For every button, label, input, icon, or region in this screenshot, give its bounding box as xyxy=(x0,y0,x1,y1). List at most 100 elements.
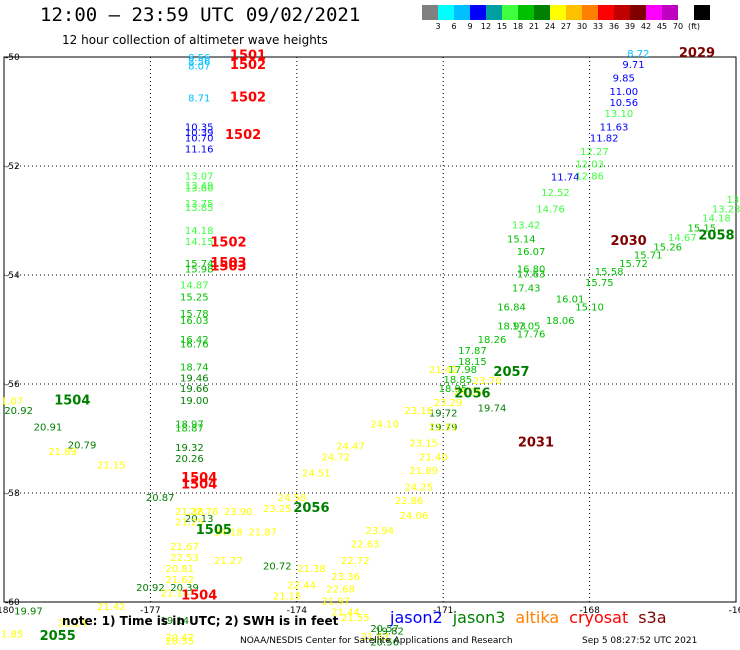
swh-value: 15.15 xyxy=(688,223,717,234)
swh-value: 11.82 xyxy=(590,133,619,144)
swh-value: 19.00 xyxy=(180,396,209,407)
swh-value: 21.42 xyxy=(97,602,126,613)
pass-label: 1505 xyxy=(196,523,232,538)
swh-value: 23.36 xyxy=(331,572,360,583)
swh-value: 16.03 xyxy=(180,316,209,327)
footer-note: note: 1) Time is in UTC; 2) SWH is in fe… xyxy=(62,614,339,628)
swh-value: 21.85 xyxy=(0,629,23,640)
swh-value: 12.27 xyxy=(580,147,609,158)
scale-label: 3 xyxy=(435,22,441,31)
swh-value: 21.07 xyxy=(0,397,23,408)
swh-value: 16.01 xyxy=(556,294,585,305)
satellite-legend-item: jason3 xyxy=(452,608,506,627)
color-swatch xyxy=(694,5,710,20)
swh-value: 18.87 xyxy=(175,423,204,434)
swh-value: 11.63 xyxy=(600,123,629,134)
swh-value: 15.25 xyxy=(180,293,209,304)
swh-value: 10.35 xyxy=(185,123,214,134)
satellite-legend-item: altika xyxy=(515,608,560,627)
swh-value: 21.40 xyxy=(419,452,448,463)
swh-value: 24.58 xyxy=(278,493,307,504)
swh-value: 14.67 xyxy=(668,233,697,244)
x-tick-label: -180 xyxy=(0,606,14,616)
swh-value: 8.56 xyxy=(188,57,210,68)
swh-value: 22.53 xyxy=(170,553,199,564)
swh-value: 20.92 xyxy=(136,583,165,594)
color-scale-labels: 3 6 9 12 15 18 21 24 27 30 33 36 39 42 45 70 (ft) xyxy=(422,22,702,31)
swh-value: 12.86 xyxy=(575,172,604,183)
swh-value: 11.00 xyxy=(609,87,638,98)
pass-label: 2031 xyxy=(518,436,554,451)
swh-value: 13.10 xyxy=(605,109,634,120)
swh-value: 19.66 xyxy=(180,384,209,395)
color-swatch xyxy=(422,5,438,20)
swh-value: 21.63 xyxy=(361,632,390,643)
grid-lines xyxy=(4,57,736,602)
x-tick-label: -171 xyxy=(433,606,453,616)
color-swatch xyxy=(582,5,598,20)
swh-value: 10.70 xyxy=(185,133,214,144)
scale-label: 39 xyxy=(624,22,636,31)
color-swatch xyxy=(486,5,502,20)
swh-value: 17.76 xyxy=(517,330,546,341)
swh-value: 14.15 xyxy=(185,237,214,248)
swh-value: 20.72 xyxy=(263,561,292,572)
swh-value: 9.85 xyxy=(613,74,635,85)
swh-value: 19.46 xyxy=(180,373,209,384)
pass-label: 1504 xyxy=(181,588,217,603)
swh-value: 21.42 xyxy=(429,365,458,376)
swh-value: 16.76 xyxy=(180,339,209,350)
swh-value: 23.29 xyxy=(434,398,463,409)
scale-label: 27 xyxy=(560,22,572,31)
color-scale-bar xyxy=(422,5,710,20)
swh-value: 13.60 xyxy=(185,184,214,195)
color-swatch xyxy=(534,5,550,20)
scale-label: 18 xyxy=(512,22,524,31)
pass-label: 1501 xyxy=(230,49,266,64)
x-tick-label: -174 xyxy=(287,606,308,616)
color-swatch xyxy=(630,5,646,20)
swh-value: 22.68 xyxy=(326,585,355,596)
color-swatch xyxy=(438,5,454,20)
generation-timestamp: Sep 5 08:27:52 UTC 2021 xyxy=(582,636,698,646)
x-tick-label: -177 xyxy=(140,606,160,616)
swh-value: 13.75 xyxy=(185,199,214,210)
swh-value: 14.76 xyxy=(536,204,565,215)
swh-value: 10.56 xyxy=(609,98,638,109)
credit-line: NOAA/NESDIS Center for Satellite Applica… xyxy=(240,636,513,646)
swh-value: 21.14 xyxy=(160,589,189,600)
satellite-legend-item: jason2 xyxy=(390,608,443,627)
swh-value: 18.97 xyxy=(175,420,204,431)
swh-value: 19.72 xyxy=(429,409,458,420)
swh-value: 22.72 xyxy=(341,556,370,567)
chart-subtitle: 12 hour collection of altimeter wave hei… xyxy=(62,33,328,47)
swh-value: 17.87 xyxy=(458,346,487,357)
pass-label: 1502 xyxy=(230,91,266,106)
swh-value: 21.44 xyxy=(331,608,360,619)
swh-value: 15.71 xyxy=(634,251,663,262)
scale-label: 30 xyxy=(576,22,588,31)
pass-label: 1503 xyxy=(210,260,246,275)
color-swatch xyxy=(646,5,662,20)
swh-value: 11.16 xyxy=(185,144,214,155)
swh-value: 21.27 xyxy=(214,556,243,567)
swh-value: 21.89 xyxy=(409,466,438,477)
swh-value: 13.49 xyxy=(185,181,214,192)
pass-label: 2058 xyxy=(698,229,734,244)
pass-label: 1502 xyxy=(230,58,266,73)
swh-value: 17.63 xyxy=(517,270,546,281)
swh-value: 14.18 xyxy=(185,226,214,237)
swh-value: 15.72 xyxy=(619,259,648,270)
swh-value: 18.93 xyxy=(497,322,526,333)
satellite-legend-item: cryosat xyxy=(569,608,629,627)
swh-value: 24.72 xyxy=(322,452,351,463)
swh-value: 13.85 xyxy=(185,203,214,214)
swh-value: 19.97 xyxy=(14,607,43,618)
swh-value: 21.15 xyxy=(97,460,126,471)
satellite-legend: jason2 jason3 altika cryosat s3a xyxy=(390,608,667,627)
pass-label: 2029 xyxy=(679,46,715,61)
swh-value: 19.74 xyxy=(478,403,507,414)
swh-value: 21.55 xyxy=(341,613,370,624)
